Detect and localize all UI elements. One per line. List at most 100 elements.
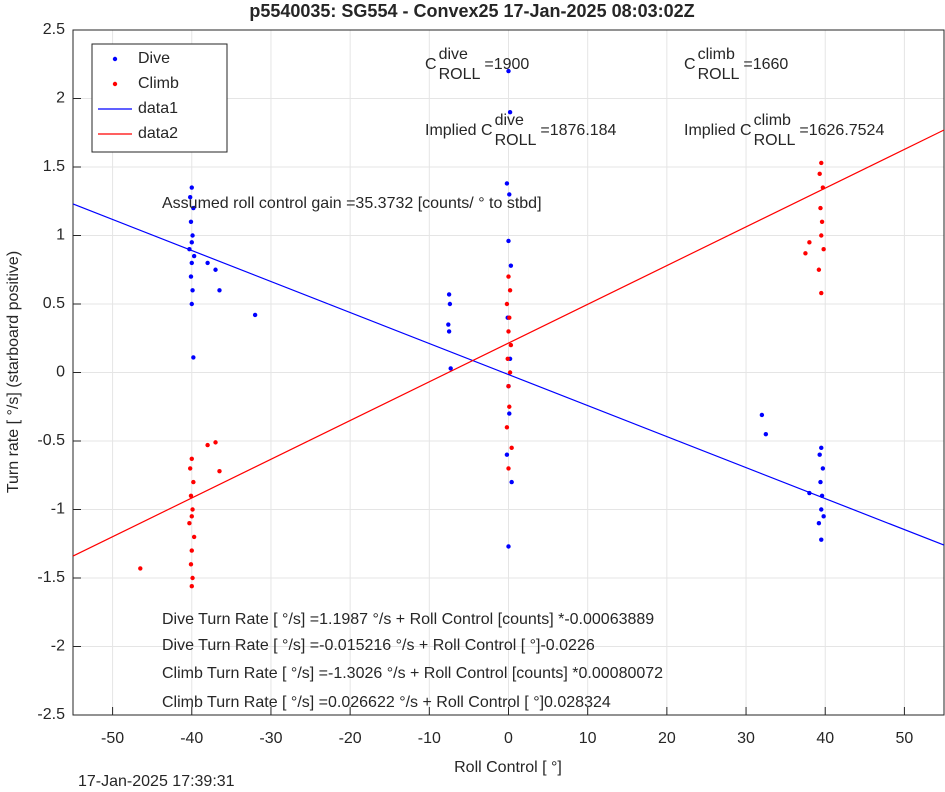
data-point	[205, 442, 210, 448]
annotation-text: Dive Turn Rate [ °/s] =1.1987 °/s + Roll…	[162, 611, 654, 628]
x-tick-label: -40	[180, 730, 203, 747]
data-point	[507, 370, 513, 375]
y-tick-label: -2.5	[37, 706, 65, 723]
legend-label: Dive	[138, 50, 170, 67]
annotation-text: Implied C	[684, 122, 752, 139]
legend-label: data1	[138, 100, 178, 117]
data-point	[819, 507, 824, 512]
data-point	[191, 253, 197, 259]
data-point	[188, 562, 194, 567]
annotation-text: Assumed roll control gain =35.3732 [coun…	[162, 195, 542, 212]
timestamp: 17-Jan-2025 17:39:31	[78, 773, 235, 790]
data-point	[507, 411, 512, 416]
annotation-text: =1900	[484, 56, 529, 73]
annotation-text: Implied C	[425, 122, 493, 139]
data-point	[138, 566, 143, 571]
data-point	[189, 514, 194, 519]
data-point	[506, 384, 511, 389]
x-tick-label: 50	[896, 730, 914, 747]
data-point	[819, 219, 825, 224]
data-point	[189, 240, 194, 245]
chart-title: p5540035: SG554 - Convex25 17-Jan-2025 0…	[249, 1, 694, 21]
data-point	[819, 537, 824, 542]
data-point	[509, 445, 514, 451]
data-point	[763, 431, 769, 437]
data-point	[447, 301, 453, 307]
x-tick-label: 40	[816, 730, 834, 747]
y-tick-label: 0	[56, 364, 65, 381]
data-point	[190, 507, 195, 512]
data-point	[190, 575, 195, 581]
data-point	[818, 205, 823, 211]
data-point	[189, 260, 194, 266]
x-tick-label: 30	[737, 730, 755, 747]
y-tick-label: 2	[56, 90, 65, 107]
data-point	[189, 548, 194, 553]
data-point	[448, 366, 453, 371]
data-point	[509, 479, 514, 485]
annotation-text: C	[684, 56, 696, 73]
annotation: Climb Turn Rate [ °/s] =-1.3026 °/s + Ro…	[162, 665, 663, 682]
data-point	[187, 521, 192, 526]
data-point	[191, 355, 196, 360]
data-point	[504, 181, 510, 186]
annotation: C	[425, 56, 437, 73]
data-point	[189, 301, 194, 307]
data-point	[818, 479, 823, 485]
y-tick-label: 2.5	[43, 21, 65, 38]
y-tick-label: -1.5	[37, 569, 65, 586]
annotation: Dive Turn Rate [ °/s] =1.1987 °/s + Roll…	[162, 611, 654, 628]
data-point	[205, 260, 210, 266]
data-point	[506, 68, 511, 74]
data-point	[506, 329, 511, 334]
annotation-sub: ROLL	[495, 132, 537, 149]
annotation-text: Climb Turn Rate [ °/s] =-1.3026 °/s + Ro…	[162, 665, 663, 682]
data-point	[188, 274, 194, 279]
y-tick-label: 0.5	[43, 295, 65, 312]
annotation: Implied C	[684, 122, 752, 139]
data-point	[504, 425, 510, 430]
data-point	[252, 312, 258, 318]
fit-line	[72, 129, 945, 557]
data-point	[446, 322, 451, 327]
data-point	[819, 160, 824, 166]
data-point	[819, 233, 824, 238]
annotation: Implied C	[425, 122, 493, 139]
data-point	[217, 468, 222, 474]
data-point	[188, 493, 194, 498]
legend-label: data2	[138, 125, 178, 142]
data-point	[817, 452, 822, 457]
data-point	[506, 544, 511, 549]
annotation-sup: dive	[439, 46, 468, 63]
x-tick-label: 20	[658, 730, 676, 747]
annotation-text: =1626.7524	[799, 122, 884, 139]
x-tick-label: -30	[259, 730, 282, 747]
data-point	[819, 290, 824, 296]
x-axis-label: Roll Control [ °]	[454, 759, 562, 776]
data-point	[446, 292, 452, 297]
data-point	[504, 301, 510, 307]
y-tick-label: -1	[51, 501, 65, 518]
x-tick-label: -50	[101, 730, 124, 747]
legend-label: Climb	[138, 75, 179, 92]
data-point	[821, 247, 826, 252]
data-point	[187, 466, 193, 471]
y-tick-label: -0.5	[37, 432, 65, 449]
data-point	[803, 251, 808, 256]
annotation-sup: climb	[754, 112, 791, 129]
data-point	[189, 584, 194, 589]
data-point	[217, 288, 222, 293]
data-point	[190, 288, 195, 293]
data-point	[213, 440, 218, 445]
annotation: Assumed roll control gain =35.3732 [coun…	[162, 195, 542, 212]
data-point	[191, 534, 197, 540]
data-point	[759, 412, 765, 418]
annotation-text: Climb Turn Rate [ °/s] =0.026622 °/s + R…	[162, 694, 611, 711]
data-point	[213, 267, 218, 272]
y-tick-label: -2	[51, 638, 65, 655]
y-tick-label: 1.5	[43, 158, 65, 175]
annotation: Climb Turn Rate [ °/s] =0.026622 °/s + R…	[162, 694, 611, 711]
y-axis-label: Turn rate [ °/s] (starboard positive)	[5, 251, 22, 493]
fit-line	[72, 203, 945, 546]
